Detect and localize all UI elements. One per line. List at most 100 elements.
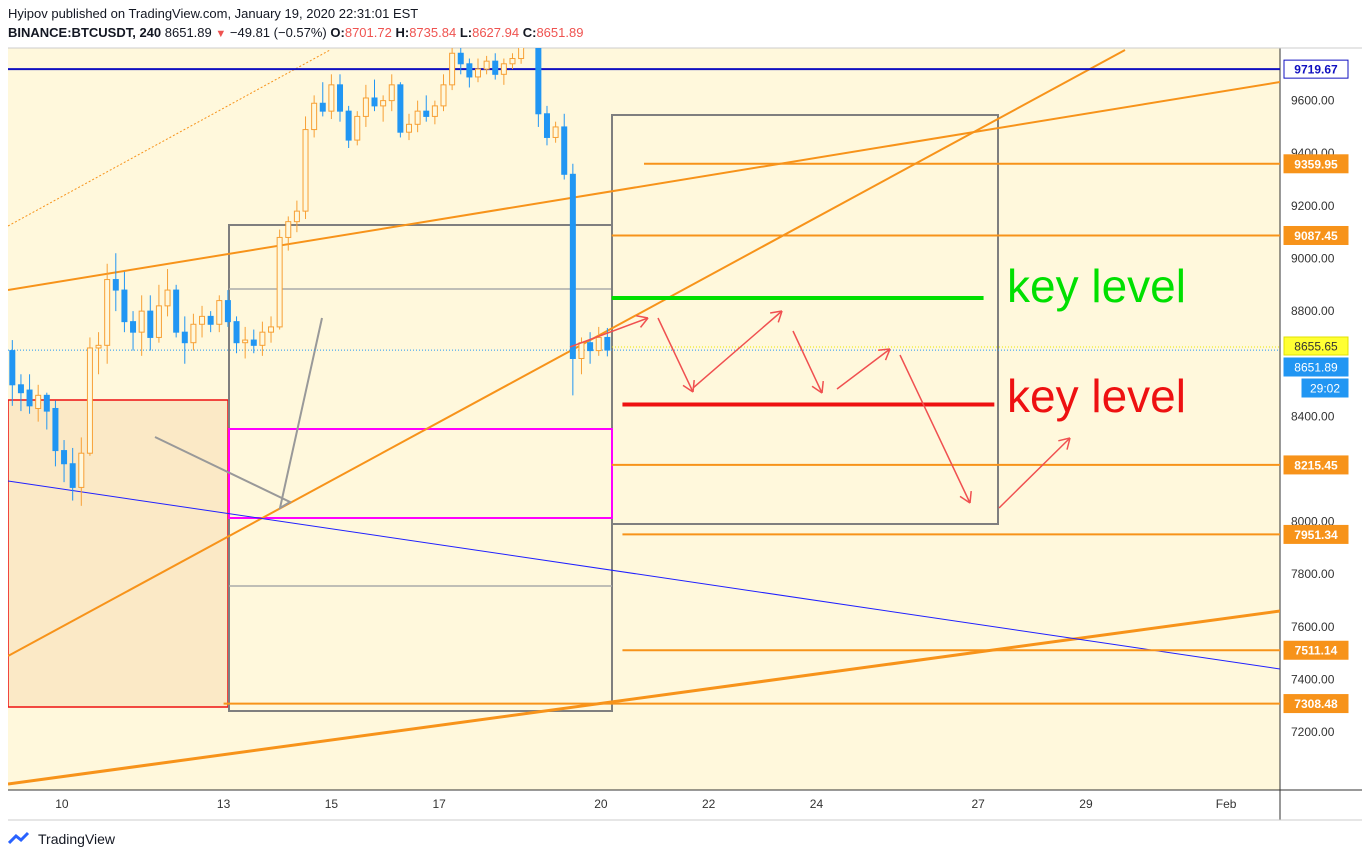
price-label-box <box>1283 640 1349 660</box>
candle <box>35 394 42 409</box>
projection-arrow <box>899 354 971 504</box>
candle <box>337 84 344 112</box>
candle <box>483 60 490 70</box>
candle <box>17 384 24 394</box>
candle <box>527 27 532 30</box>
price-label: 9087.45 <box>1294 229 1338 243</box>
y-tick-label: 7400.00 <box>1291 672 1335 686</box>
candle <box>457 52 464 65</box>
price-label-box <box>1283 59 1349 79</box>
close-label: C: <box>522 25 537 40</box>
price-label: 7511.14 <box>1295 644 1338 658</box>
candle <box>112 279 119 291</box>
dotted-trendline <box>8 49 331 227</box>
candle <box>104 279 111 346</box>
author-line: Hyipov published on TradingView.com, Jan… <box>8 6 419 21</box>
candle <box>414 110 421 125</box>
pattern-triangle <box>154 317 323 511</box>
candle <box>474 68 481 78</box>
candle <box>500 63 507 75</box>
candle <box>561 126 568 175</box>
candle <box>78 452 85 488</box>
candle <box>397 84 404 133</box>
candle <box>147 310 154 338</box>
blue-descending-line <box>8 480 1280 670</box>
candle <box>449 52 456 86</box>
price-label: 7308.48 <box>1294 697 1338 711</box>
candle <box>552 126 559 138</box>
candle <box>388 84 395 102</box>
candle <box>345 110 352 141</box>
price-label: 29:02 <box>1310 382 1340 396</box>
open-value: 8701.72 <box>344 25 392 40</box>
candle <box>216 300 223 325</box>
projection-arrowhead <box>682 384 694 393</box>
candle <box>311 102 318 131</box>
down-arrow-icon: ▼ <box>215 28 227 40</box>
candle <box>371 97 378 107</box>
key-level-green-label: key level <box>1007 260 1186 312</box>
candle <box>250 339 257 346</box>
rising-trendline <box>8 49 1126 657</box>
projection-arrow <box>692 310 783 389</box>
y-tick-label: 8400.00 <box>1291 409 1335 423</box>
x-tick-label: 29 <box>1079 797 1093 811</box>
projection-arrowhead <box>692 379 695 393</box>
projection-arrowhead <box>959 495 971 504</box>
candle <box>207 315 214 325</box>
x-tick-label: 17 <box>433 797 447 811</box>
candle <box>9 350 16 386</box>
price-change: −49.81 (−0.57%) <box>229 25 327 40</box>
drawings-layer <box>8 27 1280 786</box>
candle <box>569 173 576 359</box>
x-tick-label: 15 <box>325 797 339 811</box>
candle <box>69 463 76 488</box>
projection-arrowhead <box>821 380 824 394</box>
candle <box>587 342 594 352</box>
y-tick-label: 9600.00 <box>1291 94 1335 108</box>
candle <box>440 84 447 107</box>
price-label-box <box>1283 357 1349 377</box>
candle <box>319 102 326 112</box>
candle <box>95 344 102 349</box>
price-label: 7951.34 <box>1294 528 1338 542</box>
open-label: O: <box>330 25 345 40</box>
y-tick-label: 7200.00 <box>1291 725 1335 739</box>
x-tick-label: 10 <box>55 797 69 811</box>
candle <box>285 221 292 238</box>
candle <box>535 48 542 115</box>
low-label: L: <box>459 25 473 40</box>
candle <box>86 347 93 454</box>
candle <box>518 48 525 60</box>
lower-channel-line <box>8 609 1280 786</box>
symbol-label: BINANCE:BTCUSDT, 240 <box>8 25 162 40</box>
candle <box>406 123 413 133</box>
candle <box>431 105 438 117</box>
footer: TradingView <box>8 831 115 847</box>
y-tick-label: 7600.00 <box>1291 620 1335 634</box>
ohlc-legend: BINANCE:BTCUSDT, 240 8651.89 ▼ −49.81 (−… <box>8 25 583 40</box>
candle <box>595 336 602 352</box>
y-tick-label: 9200.00 <box>1291 199 1335 213</box>
projection-arrowhead <box>1066 437 1071 450</box>
last-price: 8651.89 <box>164 25 212 40</box>
projection-arrowhead <box>877 348 891 352</box>
projection-arrow <box>657 317 694 393</box>
projection-arrow <box>792 330 823 394</box>
candle <box>492 60 499 75</box>
x-tick-label: 13 <box>217 797 231 811</box>
projection-arrowhead <box>777 310 783 323</box>
upper-channel-line <box>8 81 1280 291</box>
price-label-box <box>1283 524 1349 544</box>
projection-box <box>611 114 999 525</box>
price-label-box <box>1283 336 1349 356</box>
candle <box>380 100 387 107</box>
candle <box>130 321 137 333</box>
y-tick-label: 9000.00 <box>1291 251 1335 265</box>
x-tick-label: 20 <box>594 797 608 811</box>
candle <box>181 331 188 344</box>
price-label-box <box>1283 455 1349 475</box>
high-value: 8735.84 <box>409 25 457 40</box>
brand-name[interactable]: TradingView <box>38 831 116 847</box>
